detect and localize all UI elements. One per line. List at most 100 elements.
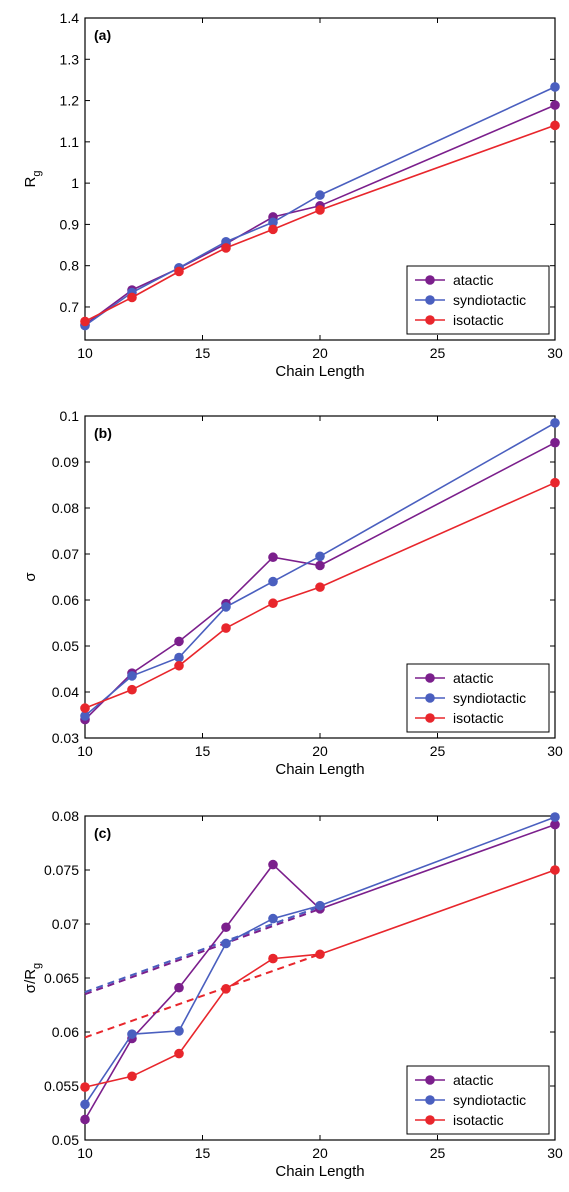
panel-label: (a) [94,27,111,43]
y-tick-label: 0.075 [44,862,79,878]
y-tick-label: 1.2 [60,93,80,109]
data-point-isotactic [268,953,278,964]
legend-marker-syndiotactic [425,693,435,703]
panel-label: (b) [94,425,112,441]
data-point-isotactic [127,1071,137,1082]
data-point-isotactic [550,477,560,488]
data-point-syndiotactic [268,576,278,587]
y-tick-label: 1.1 [60,134,80,150]
data-point-atactic [80,1114,90,1125]
data-point-isotactic [80,316,90,327]
y-tick-label: 1.4 [60,10,80,26]
data-point-atactic [550,819,560,830]
data-point-syndiotactic [221,602,231,612]
data-point-syndiotactic [550,418,560,428]
data-point-atactic [174,636,184,647]
y-tick-label: 0.9 [60,216,80,232]
legend-marker-atactic [425,673,435,683]
data-point-isotactic [315,949,325,960]
data-point-atactic [221,922,231,933]
data-point-syndiotactic [174,1026,184,1036]
legend-label-syndiotactic: syndiotactic [453,292,526,308]
data-point-atactic [315,560,325,571]
fit-line [84,953,321,1039]
x-axis-title: Chain Length [275,363,364,380]
y-axis-title: σ/Rg [22,963,43,993]
data-point-syndiotactic [127,671,137,681]
data-point-isotactic [550,865,560,875]
data-point-atactic [174,982,184,993]
panel-c: 10 15 20 25 30 0.05 0.055 0.06 0.065 0.07 0.075 0.0… [22,808,563,1180]
data-point-syndiotactic [268,913,278,924]
y-tick-label: 0.05 [52,638,79,654]
x-tick-label: 15 [195,1145,211,1161]
data-point-syndiotactic [315,900,325,911]
data-point-isotactic [221,984,231,994]
legend-marker-isotactic [425,1115,435,1125]
data-point-atactic [550,437,560,448]
y-tick-label: 0.8 [60,258,80,274]
x-tick-label: 20 [312,743,328,759]
legend-label-isotactic: isotactic [453,710,504,726]
y-axis-title-main: σ [22,572,39,582]
panel-b: 10 15 20 25 30 0.03 0.04 0.05 0.06 0.07 0.08 0.09 0.… [22,408,563,778]
legend-marker-syndiotactic [425,295,435,305]
y-tick-label: 1.3 [60,51,80,67]
data-point-isotactic [174,1048,184,1059]
data-point-isotactic [268,224,278,235]
y-tick-label: 0.1 [60,408,80,424]
fit-line [84,905,321,993]
y-axis-title-subscript: g [31,171,43,177]
legend-marker-atactic [425,275,435,285]
data-point-isotactic [221,243,231,253]
legend-marker-atactic [425,1075,435,1085]
y-tick-label: 0.055 [44,1078,79,1094]
y-axis-title-main: R [22,176,39,187]
legend-marker-isotactic [425,713,435,723]
y-tick-label: 0.065 [44,970,79,986]
x-tick-label: 20 [312,1145,328,1161]
data-point-isotactic [80,1082,90,1092]
x-tick-label: 30 [547,743,563,759]
y-axis-title-main: σ/R [22,969,39,993]
fit-line [84,907,321,996]
data-point-isotactic [315,582,325,592]
x-tick-label: 30 [547,1145,563,1161]
data-point-isotactic [221,623,231,633]
data-point-syndiotactic [127,1029,137,1039]
y-axis-title-subscript: g [31,963,43,969]
data-point-syndiotactic [550,82,560,92]
x-tick-label: 25 [430,345,446,361]
legend-label-atactic: atactic [453,670,493,686]
data-point-isotactic [127,292,137,303]
data-point-isotactic [268,598,278,609]
x-tick-label: 10 [77,743,93,759]
y-tick-label: 0.09 [52,454,79,470]
legend-label-syndiotactic: syndiotactic [453,690,526,706]
y-tick-label: 0.7 [60,299,80,315]
x-tick-label: 15 [195,743,211,759]
y-tick-label: 0.07 [52,546,79,562]
data-point-syndiotactic [80,1099,90,1110]
x-tick-label: 10 [77,1145,93,1161]
data-point-isotactic [127,684,137,695]
data-point-syndiotactic [315,190,325,200]
data-point-isotactic [550,120,560,131]
data-point-syndiotactic [550,812,560,822]
data-point-syndiotactic [221,938,231,949]
y-tick-label: 0.07 [52,916,79,932]
data-point-atactic [550,100,560,110]
data-point-isotactic [315,205,325,215]
x-axis-title: Chain Length [275,1163,364,1180]
y-tick-label: 0.08 [52,808,79,824]
legend-label-syndiotactic: syndiotactic [453,1092,526,1108]
legend-label-isotactic: isotactic [453,1112,504,1128]
x-tick-label: 30 [547,345,563,361]
y-tick-label: 1 [71,175,79,191]
legend-label-atactic: atactic [453,272,493,288]
data-point-atactic [268,552,278,563]
panel-a: 10 15 20 25 30 0.7 0.8 0.9 1 1.1 1.2 1.3 1.4 Chain Le… [22,10,563,380]
panel-label: (c) [94,825,111,841]
legend-marker-syndiotactic [425,1095,435,1105]
